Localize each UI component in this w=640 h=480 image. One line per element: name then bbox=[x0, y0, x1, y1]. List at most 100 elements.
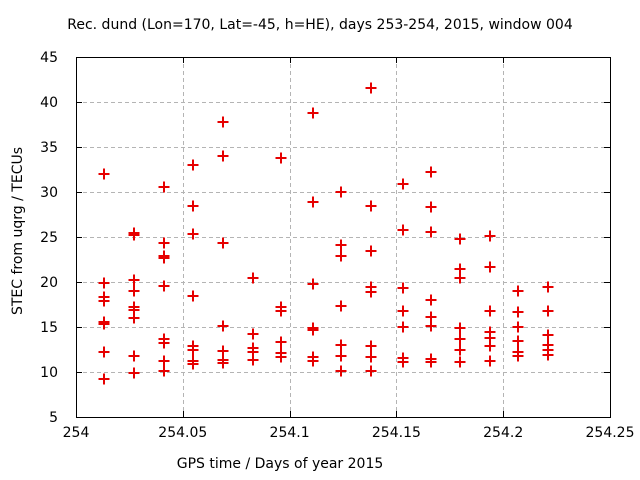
data-point-marker bbox=[98, 168, 110, 180]
data-point-marker bbox=[365, 82, 377, 94]
data-point-marker bbox=[542, 349, 554, 361]
data-point-marker bbox=[425, 226, 437, 238]
y-tick-label: 45 bbox=[40, 50, 58, 66]
data-point-marker bbox=[158, 181, 170, 193]
data-point-marker bbox=[128, 312, 140, 324]
x-tick-label: 254.1 bbox=[270, 425, 310, 441]
data-point-marker bbox=[512, 350, 524, 362]
x-tick-label: 254 bbox=[63, 425, 90, 441]
data-point-marker bbox=[187, 159, 199, 171]
data-point-marker bbox=[307, 278, 319, 290]
data-point-marker bbox=[158, 237, 170, 249]
data-point-marker bbox=[307, 196, 319, 208]
data-point-marker bbox=[217, 116, 229, 128]
data-point-marker bbox=[158, 280, 170, 292]
x-tick-label: 254.05 bbox=[158, 425, 207, 441]
data-point-marker bbox=[98, 373, 110, 385]
data-point-marker bbox=[307, 107, 319, 119]
data-point-marker bbox=[397, 282, 409, 294]
data-point-marker bbox=[158, 252, 170, 264]
data-point-marker bbox=[187, 344, 199, 356]
x-axis-label: GPS time / Days of year 2015 bbox=[176, 456, 384, 472]
data-point-marker bbox=[128, 229, 140, 241]
data-point-marker bbox=[484, 305, 496, 317]
y-tick-label: 5 bbox=[49, 410, 58, 426]
data-point-marker bbox=[454, 272, 466, 284]
data-point-marker bbox=[335, 250, 347, 262]
data-point-marker bbox=[512, 321, 524, 333]
chart-title: Rec. dund (Lon=170, Lat=-45, h=HE), days… bbox=[67, 17, 573, 33]
data-point-marker bbox=[128, 350, 140, 362]
data-point-marker bbox=[542, 329, 554, 341]
data-point-marker bbox=[454, 233, 466, 245]
y-tick-label: 15 bbox=[40, 320, 58, 336]
y-tick-label: 25 bbox=[40, 230, 58, 246]
data-point-marker bbox=[98, 318, 110, 330]
data-point-marker bbox=[365, 340, 377, 352]
data-point-marker bbox=[335, 350, 347, 362]
data-point-marker bbox=[397, 305, 409, 317]
data-point-marker bbox=[512, 285, 524, 297]
data-point-marker bbox=[98, 277, 110, 289]
data-point-marker bbox=[128, 285, 140, 297]
x-tick-label: 254.25 bbox=[586, 425, 635, 441]
x-tick-label: 254.2 bbox=[483, 425, 523, 441]
data-point-marker bbox=[425, 356, 437, 368]
data-point-marker bbox=[425, 201, 437, 213]
data-point-marker bbox=[128, 274, 140, 286]
data-point-marker bbox=[187, 290, 199, 302]
data-point-marker bbox=[484, 355, 496, 367]
data-point-marker bbox=[397, 321, 409, 333]
data-point-marker bbox=[158, 355, 170, 367]
data-point-marker bbox=[542, 281, 554, 293]
data-point-marker bbox=[217, 357, 229, 369]
data-point-marker bbox=[365, 351, 377, 363]
data-point-marker bbox=[247, 328, 259, 340]
y-tick-label: 20 bbox=[40, 275, 58, 291]
data-point-marker bbox=[187, 228, 199, 240]
data-point-marker bbox=[365, 200, 377, 212]
y-tick-label: 35 bbox=[40, 140, 58, 156]
data-point-marker bbox=[217, 237, 229, 249]
data-point-marker bbox=[425, 166, 437, 178]
data-point-marker bbox=[512, 335, 524, 347]
data-point-marker bbox=[158, 337, 170, 349]
data-point-marker bbox=[275, 305, 287, 317]
data-point-marker bbox=[397, 356, 409, 368]
data-point-marker bbox=[454, 322, 466, 334]
data-point-marker bbox=[484, 261, 496, 273]
data-point-marker bbox=[335, 300, 347, 312]
data-point-marker bbox=[307, 355, 319, 367]
x-tick-label: 254.15 bbox=[372, 425, 421, 441]
data-point-marker bbox=[128, 367, 140, 379]
data-point-marker bbox=[484, 340, 496, 352]
y-tick-label: 40 bbox=[40, 95, 58, 111]
data-point-marker bbox=[158, 365, 170, 377]
data-point-marker bbox=[365, 245, 377, 257]
y-tick-label: 30 bbox=[40, 185, 58, 201]
data-point-marker bbox=[187, 358, 199, 370]
data-point-marker bbox=[425, 294, 437, 306]
data-point-marker bbox=[365, 286, 377, 298]
data-point-marker bbox=[187, 200, 199, 212]
data-point-marker bbox=[275, 351, 287, 363]
data-point-marker bbox=[217, 150, 229, 162]
data-point-marker bbox=[98, 346, 110, 358]
data-point-marker bbox=[335, 339, 347, 351]
data-point-marker bbox=[397, 178, 409, 190]
data-point-marker bbox=[247, 272, 259, 284]
data-point-marker bbox=[454, 344, 466, 356]
data-point-marker bbox=[542, 305, 554, 317]
data-point-marker bbox=[307, 324, 319, 336]
data-point-marker bbox=[275, 336, 287, 348]
data-point-marker bbox=[98, 295, 110, 307]
data-point-marker bbox=[397, 224, 409, 236]
y-tick-label: 10 bbox=[40, 365, 58, 381]
data-point-marker bbox=[425, 320, 437, 332]
data-point-marker bbox=[275, 152, 287, 164]
data-point-marker bbox=[217, 320, 229, 332]
data-point-marker bbox=[335, 365, 347, 377]
data-point-marker bbox=[247, 354, 259, 366]
